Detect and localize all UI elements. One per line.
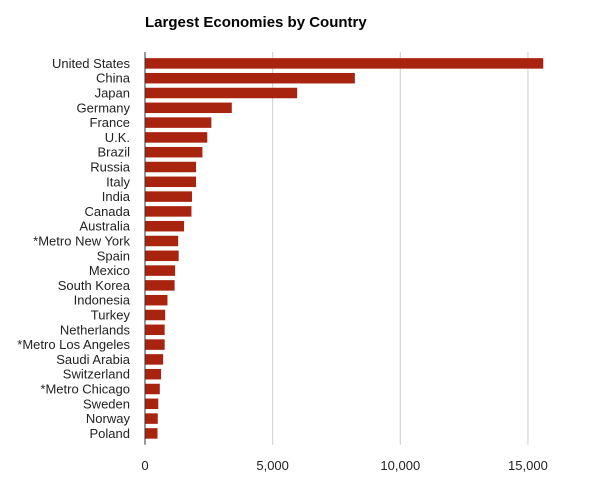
category-label: *Metro New York — [33, 234, 130, 249]
bar — [145, 280, 175, 291]
x-tick-label: 15,000 — [508, 458, 548, 473]
category-label: Mexico — [89, 263, 130, 278]
bar — [145, 309, 166, 321]
category-label: Japan — [95, 86, 130, 101]
category-label: Brazil — [97, 145, 130, 160]
bar — [145, 368, 162, 380]
bar — [145, 58, 544, 69]
category-label: India — [102, 189, 131, 204]
bar — [145, 383, 160, 395]
x-tick-label: 10,000 — [380, 458, 420, 473]
category-label: Switzerland — [63, 367, 130, 382]
category-label: Australia — [79, 219, 130, 234]
bar — [145, 354, 164, 365]
bar — [145, 265, 176, 276]
category-label: *Metro Chicago — [40, 382, 130, 397]
category-label: China — [96, 71, 131, 86]
category-label: South Korea — [58, 278, 131, 293]
bar — [145, 294, 168, 306]
bar — [145, 176, 197, 188]
bar — [145, 102, 232, 114]
category-label: Spain — [97, 248, 130, 263]
bar — [145, 235, 179, 247]
bar — [145, 146, 203, 158]
category-label: Norway — [86, 411, 131, 426]
bar — [145, 250, 179, 262]
chart-title: Largest Economies by Country — [145, 14, 367, 31]
category-label: Germany — [77, 100, 131, 115]
bar — [145, 161, 197, 173]
category-label: United States — [52, 56, 131, 71]
category-label: Turkey — [91, 308, 131, 323]
category-label: Canada — [84, 204, 130, 219]
category-label: Sweden — [83, 396, 130, 411]
x-tick-label: 0 — [141, 458, 148, 473]
bar — [145, 428, 158, 439]
category-label: France — [90, 115, 130, 130]
bar — [145, 220, 185, 232]
bar — [145, 132, 208, 143]
bar — [145, 191, 192, 202]
bar — [145, 117, 212, 128]
bar — [145, 206, 192, 217]
category-label: Russia — [90, 160, 131, 175]
bar — [145, 413, 158, 424]
bar — [145, 72, 355, 84]
category-label: Saudi Arabia — [56, 352, 130, 367]
category-label: Indonesia — [74, 293, 131, 308]
x-tick-label: 5,000 — [256, 458, 289, 473]
bar — [145, 324, 165, 336]
category-label: Netherlands — [60, 322, 131, 337]
category-label: *Metro Los Angeles — [17, 337, 130, 352]
category-label: U.K. — [105, 130, 130, 145]
bar — [145, 339, 165, 350]
bar — [145, 398, 159, 410]
category-label: Poland — [90, 426, 130, 441]
category-label: Italy — [106, 174, 130, 189]
bar — [145, 87, 298, 99]
